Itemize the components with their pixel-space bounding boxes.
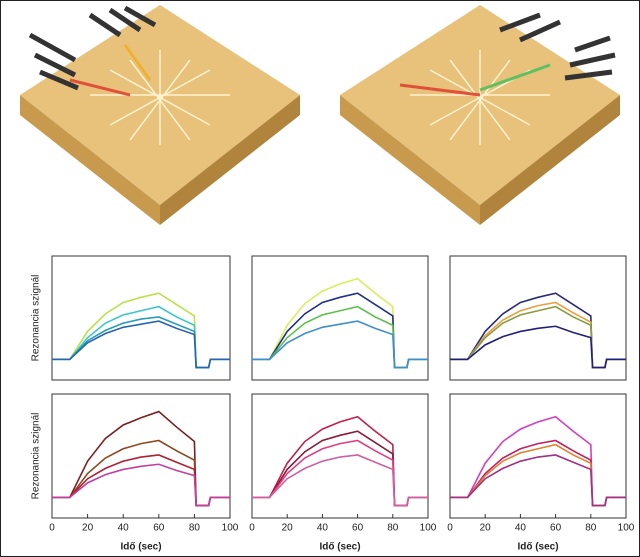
x-tick-label: 20 xyxy=(282,523,294,534)
x-tick-label: 60 xyxy=(153,523,165,534)
x-tick-label: 40 xyxy=(317,523,329,534)
x-tick-label: 60 xyxy=(550,523,562,534)
x-tick-label: 0 xyxy=(447,523,453,534)
y-axis-label: Rezonancia szignál xyxy=(31,413,42,500)
x-tick-label: 80 xyxy=(585,523,597,534)
x-tick-label: 100 xyxy=(420,523,437,534)
x-tick-label: 0 xyxy=(49,523,55,534)
x-tick-label: 80 xyxy=(387,523,399,534)
x-tick-label: 20 xyxy=(480,523,492,534)
x-tick-label: 60 xyxy=(352,523,364,534)
x-tick-label: 20 xyxy=(82,523,94,534)
x-tick-label: 100 xyxy=(618,523,635,534)
x-axis-label: Idő (sec) xyxy=(319,542,360,553)
x-tick-label: 40 xyxy=(118,523,130,534)
x-tick-label: 0 xyxy=(249,523,255,534)
x-tick-label: 100 xyxy=(222,523,239,534)
x-tick-label: 80 xyxy=(189,523,201,534)
figure: Rezonancia szignál 0 20 40 60 80 100 Idő (sec) R… xyxy=(0,0,640,557)
y-axis-label: Rezonancia szignál xyxy=(31,275,42,362)
x-tick-label: 40 xyxy=(515,523,527,534)
x-axis-label: Idő (sec) xyxy=(120,542,161,553)
x-axis-label: Idő (sec) xyxy=(517,542,558,553)
